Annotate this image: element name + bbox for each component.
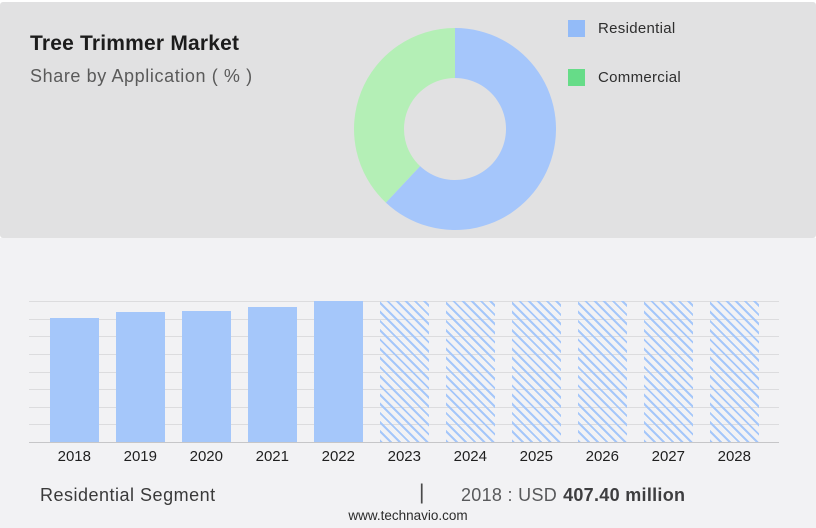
legend-label-residential: Residential	[598, 20, 676, 37]
bar-2022	[313, 301, 363, 442]
x-tick-label-2027: 2027	[651, 448, 685, 465]
legend-label-commercial: Commercial	[598, 69, 682, 86]
x-tick-label-2025: 2025	[519, 448, 553, 465]
legend-item-commercial: Commercial	[568, 69, 681, 86]
bar-2026-forecast	[577, 301, 627, 442]
x-tick-label-2024: 2024	[453, 448, 487, 465]
legend-item-residential: Residential	[568, 20, 681, 37]
x-tick-label-2026: 2026	[585, 448, 619, 465]
x-axis-line	[29, 442, 779, 443]
x-tick-label-2022: 2022	[321, 448, 355, 465]
value-amount: 407.40 million	[563, 485, 686, 505]
donut-slice-commercial	[354, 28, 455, 203]
bar-2020	[181, 311, 231, 442]
residential-swatch-icon	[568, 20, 585, 37]
x-tick-label-2019: 2019	[123, 448, 157, 465]
x-tick-label-2023: 2023	[387, 448, 421, 465]
value-prefix: 2018 : USD	[461, 485, 558, 505]
commercial-swatch-icon	[568, 69, 585, 86]
trend-panel: 2018 2019 2020 2021 2022 2023 2024 2025 2026 2027…	[0, 238, 816, 528]
website-text: www.technavio.com	[348, 508, 468, 523]
bar-2028-forecast	[709, 301, 759, 442]
x-tick-label-2020: 2020	[189, 448, 223, 465]
page-subtitle: Share by Application ( % )	[30, 66, 253, 86]
bar-2018	[49, 317, 99, 442]
bar-chart: 2018 2019 2020 2021 2022 2023 2024 2025 2026 2027…	[29, 295, 779, 473]
bar-2027-forecast	[643, 301, 693, 442]
donut-chart	[354, 28, 556, 230]
value-line: 2018 : USD 407.40 million	[461, 485, 685, 506]
segment-label: Residential Segment	[40, 485, 216, 505]
page-title: Tree Trimmer Market	[30, 32, 240, 55]
x-tick-label-2021: 2021	[255, 448, 289, 465]
bar-2021	[247, 306, 297, 442]
x-tick-label-2028: 2028	[717, 448, 751, 465]
donut-slice-residential	[385, 28, 556, 230]
share-panel: Tree Trimmer Market Share by Application…	[0, 2, 816, 238]
legend: Residential Commercial	[568, 20, 681, 86]
title-block: Tree Trimmer Market Share by Application…	[30, 32, 253, 87]
bar-2023-forecast	[379, 301, 429, 442]
bar-2019	[115, 311, 165, 442]
bar-2024-forecast	[445, 301, 495, 442]
separator: |	[419, 481, 425, 504]
x-tick-label-2018: 2018	[57, 448, 91, 465]
bar-2025-forecast	[511, 301, 561, 442]
